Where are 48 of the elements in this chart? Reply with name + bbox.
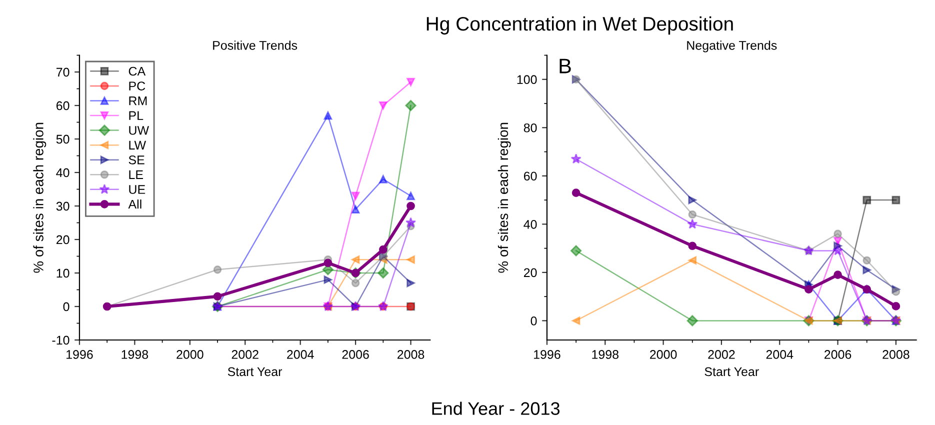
legend-label: All (128, 199, 142, 209)
text: Hg Concentration in Wet Deposition (426, 16, 733, 35)
x-tick-label: 2002 (232, 350, 258, 359)
y-tick-label: 50 (56, 134, 70, 144)
y-tick-label: 60 (524, 172, 537, 181)
legend-label: UW (129, 126, 150, 135)
legend-label: SE (128, 155, 144, 164)
chart-title: Negative Trends (687, 40, 777, 52)
legend-label: CA (128, 66, 146, 76)
x-tick-label: 2006 (824, 350, 852, 359)
y-tick-label: 20 (524, 268, 537, 278)
x-tick-label: 1996 (66, 350, 93, 359)
x-tick-label: 2008 (398, 350, 424, 359)
annotation: B (560, 58, 571, 74)
chart-title: Positive Trends (213, 40, 298, 50)
y-tick-label: 40 (56, 168, 70, 178)
x-tick-label: 2004 (766, 350, 794, 359)
x-tick-label: 2006 (342, 350, 369, 359)
y-axis-title: % of sites in each region (498, 122, 511, 273)
text: End Year - 2013 (432, 402, 560, 415)
y-tick-label: 10 (56, 268, 70, 278)
y-tick-label: 0 (63, 302, 70, 312)
y-tick-label: 70 (56, 68, 70, 77)
y-tick-label: 40 (524, 220, 537, 229)
y-tick-label: 100 (517, 75, 537, 84)
x-tick-label: 2000 (650, 350, 677, 359)
legend-label: UE (129, 185, 146, 194)
x-tick-label: 2002 (708, 350, 735, 359)
y-tick-label: 30 (56, 202, 70, 211)
legend-label: LW (129, 140, 146, 150)
x-tick-label: 1998 (122, 350, 148, 359)
x-tick-label: 2000 (176, 350, 204, 359)
legend-label: LE (129, 170, 143, 179)
x-tick-label: 1996 (534, 350, 560, 359)
legend-label: RM (129, 96, 147, 106)
y-tick-label: -10 (52, 336, 70, 345)
legend-label: PL (129, 111, 144, 120)
y-tick-label: 80 (524, 123, 537, 132)
legend-label: PC (129, 82, 146, 90)
y-tick-label: 0 (530, 316, 537, 326)
x-axis-title: Start Year (228, 367, 282, 376)
y-axis-title: % of sites in each region (33, 122, 46, 273)
x-tick-label: 1998 (592, 350, 618, 359)
y-tick-label: 60 (56, 101, 70, 110)
x-tick-label: 2008 (882, 350, 910, 359)
y-tick-label: 20 (56, 235, 70, 244)
x-axis-title: Start Year (704, 367, 759, 376)
x-tick-label: 2004 (287, 350, 314, 359)
